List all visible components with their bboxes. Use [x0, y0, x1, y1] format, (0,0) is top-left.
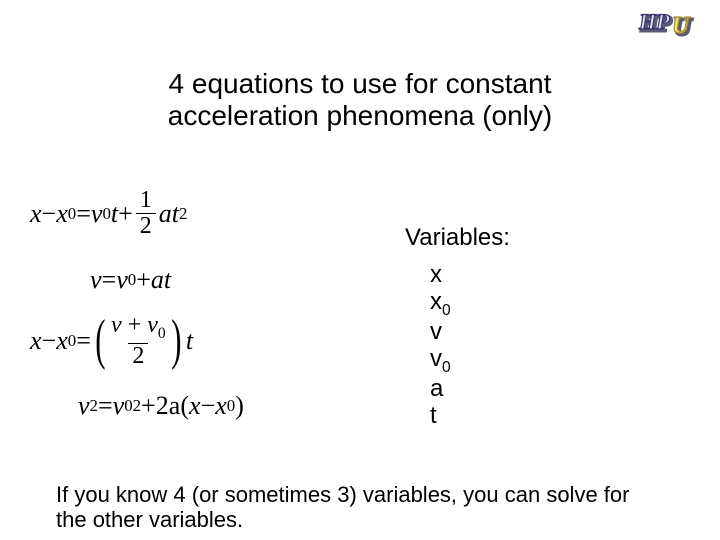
variables-heading: Variables: — [405, 224, 510, 252]
var-v0: v0 — [430, 346, 451, 376]
equation-3: x − x0 = (v + v02) t — [30, 313, 244, 368]
hpu-logo: HP U HP U — [636, 8, 708, 44]
var-x0: x0 — [430, 289, 451, 319]
equation-4: v2 = v02 + 2a(x − x0) — [78, 391, 244, 421]
equations-block: x − x0 = v0t + 12at2 v = v0 + at x − x0 … — [30, 188, 244, 421]
equation-2: v = v0 + at — [90, 265, 244, 295]
var-x: x — [430, 262, 451, 289]
footer-text: If you know 4 (or sometimes 3) variables… — [56, 482, 666, 533]
svg-text:U: U — [672, 13, 691, 39]
title-line-2: acceleration phenomena (only) — [168, 100, 552, 131]
equation-1: x − x0 = v0t + 12at2 — [30, 188, 244, 239]
variables-list: x x0 v v0 a t — [430, 262, 451, 430]
var-v: v — [430, 319, 451, 346]
var-a: a — [430, 376, 451, 403]
slide-title: 4 equations to use for constant accelera… — [0, 68, 720, 132]
svg-text:HP: HP — [638, 9, 670, 34]
var-t: t — [430, 403, 451, 430]
title-line-1: 4 equations to use for constant — [169, 68, 552, 99]
